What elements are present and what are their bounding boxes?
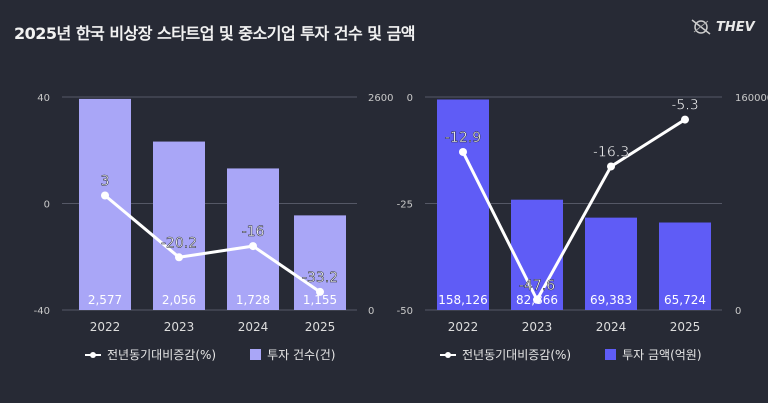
right-axis-tick: 2600	[368, 93, 393, 104]
bar-data-label: 158,126	[438, 293, 488, 307]
x-axis-tick: 2023	[522, 320, 553, 334]
line-data-label: -16.3	[593, 144, 629, 160]
bar	[153, 141, 205, 310]
legend-bar-label: 투자 건수(건)	[267, 348, 336, 362]
x-axis-tick: 2022	[448, 320, 479, 334]
left-axis-tick: 40	[37, 93, 50, 104]
bar-data-label: 2,577	[88, 293, 122, 307]
bar-data-label: 2,056	[162, 293, 196, 307]
bar-data-label: 65,724	[664, 293, 706, 307]
line-series	[461, 118, 686, 303]
line-data-label: -12.9	[445, 130, 481, 146]
chart-title: 2025년 한국 비상장 스타트업 및 중소기업 투자 건수 및 금액	[14, 24, 416, 43]
line-data-label: -47.6	[519, 278, 555, 294]
x-axis-tick: 2022	[90, 320, 121, 334]
logo-text: THEV	[716, 19, 755, 35]
bar	[511, 199, 563, 310]
x-axis-tick: 2024	[238, 320, 269, 334]
left-axis-tick: 0	[407, 93, 413, 104]
legend-left: 전년동기대비증감(%) 투자 건수(건)	[85, 346, 335, 363]
line-data-label: -33.2	[302, 270, 338, 286]
line-point	[459, 147, 467, 156]
legend-right: 전년동기대비증감(%) 투자 금액(억원)	[440, 346, 702, 363]
line-point	[249, 242, 257, 251]
line-point	[681, 115, 689, 124]
x-axis-tick: 2024	[596, 320, 627, 334]
bar	[659, 222, 711, 310]
bar	[227, 168, 279, 310]
left-axis-tick: -40	[34, 306, 50, 317]
line-series	[104, 194, 321, 294]
compass-logo-icon	[691, 19, 711, 35]
line-legend-icon	[85, 350, 101, 360]
line-legend-icon	[440, 350, 456, 360]
logo: THEV	[690, 18, 755, 36]
left-axis-tick: -50	[397, 306, 413, 317]
bar	[585, 217, 637, 310]
bar-data-label: 69,383	[590, 293, 632, 307]
right-axis-tick: 0	[368, 306, 374, 317]
line-point	[533, 295, 541, 304]
line-point	[175, 253, 183, 262]
legend-line-label: 전년동기대비증감(%)	[462, 348, 572, 362]
x-axis-tick: 2025	[305, 320, 336, 334]
line-point	[316, 287, 324, 296]
bar-data-label: 1,155	[303, 293, 337, 307]
bar-data-label: 1,728	[236, 293, 270, 307]
legend-bar-label: 투자 금액(억원)	[622, 348, 702, 362]
bar-legend-swatch	[250, 349, 262, 360]
bar	[79, 98, 131, 310]
x-axis-tick: 2025	[670, 320, 701, 334]
line-point	[101, 191, 109, 200]
line-point	[607, 162, 615, 171]
bar-legend-swatch	[605, 349, 617, 360]
line-data-label: -16	[242, 224, 265, 240]
right-axis-tick: 0	[735, 306, 741, 317]
left-axis-tick: -25	[397, 200, 413, 211]
x-axis-tick: 2023	[164, 320, 195, 334]
legend-line-label: 전년동기대비증감(%)	[107, 348, 217, 362]
line-data-label: -20.2	[161, 235, 197, 251]
line-data-label: 3	[101, 174, 110, 190]
line-data-label: -5.3	[671, 98, 698, 114]
bar	[437, 99, 489, 310]
left-axis-tick: 0	[44, 200, 50, 211]
